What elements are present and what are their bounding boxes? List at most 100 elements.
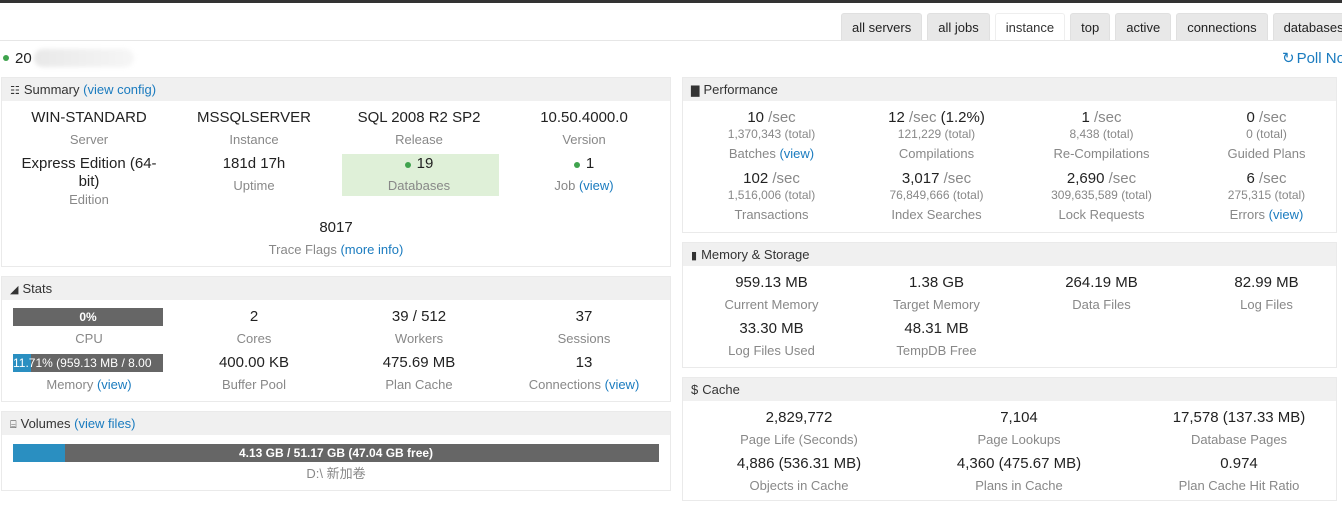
databases-cell[interactable]: 19 Databases (339, 155, 499, 195)
connections-value: 13 (575, 354, 593, 371)
release-label: Release (395, 132, 443, 147)
version-cell: 10.50.4000.0 Version (504, 109, 664, 149)
connections-view-link[interactable]: (view) (604, 377, 640, 392)
trace-flags-more-link[interactable]: (more info) (340, 242, 404, 257)
stats-icon: ◢ (10, 284, 19, 296)
stats-header: ◢ Stats (2, 277, 670, 300)
edition-label: Edition (69, 192, 109, 207)
nav-tabs: all servers all jobs instance top active… (841, 13, 1342, 41)
batches-view-link[interactable]: (view) (779, 146, 815, 161)
tab-divider (0, 40, 1342, 41)
stats-panel: ◢ Stats 0% CPU 2 Cores 39 / 512 Workers 3… (1, 276, 671, 402)
tab-databases[interactable]: databases (1272, 13, 1342, 40)
server-label: Server (69, 132, 109, 147)
uptime-cell: 181d 17h Uptime (174, 155, 334, 195)
buffer-pool-label: Buffer Pool (221, 377, 287, 392)
cores-value: 2 (249, 308, 259, 325)
errors-cell: 6 /sec 275,315 (total) Errors (view) (1184, 170, 1342, 224)
batches-label: Batches (728, 146, 776, 161)
volume-bar[interactable]: 4.13 GB / 51.17 GB (47.04 GB free) (13, 444, 659, 462)
recompilations-label: Re-Compilations (1053, 146, 1150, 161)
data-files-cell: 264.19 MB Data Files (1019, 274, 1184, 314)
cpu-bar[interactable]: 0% (13, 308, 163, 326)
tab-all-servers[interactable]: all servers (841, 13, 923, 40)
transactions-rate: 102 (743, 170, 769, 187)
target-memory-label: Target Memory (893, 297, 980, 312)
view-files-link[interactable]: (view files) (74, 416, 136, 431)
summary-title: Summary (23, 82, 80, 97)
database-pages-label: Database Pages (1190, 432, 1288, 447)
recompilations-cell: 1 /sec 8,438 (total) Re-Compilations (1019, 109, 1184, 163)
cache-title: Cache (702, 382, 740, 397)
sessions-label: Sessions (557, 331, 611, 346)
version-label: Version (562, 132, 606, 147)
top-border (0, 0, 1342, 3)
tempdb-free-cell: 48.31 MB TempDB Free (854, 320, 1019, 360)
memory-bar[interactable]: 11.71% (959.13 MB / 8.00 (13, 354, 163, 372)
memory-storage-title: Memory & Storage (701, 247, 810, 262)
guided-unit: /sec (1259, 109, 1287, 126)
tab-top[interactable]: top (1070, 13, 1111, 40)
compilations-total: 121,229 (total) (897, 127, 976, 141)
index-searches-cell: 3,017 /sec 76,849,666 (total) Index Sear… (854, 170, 1019, 224)
volumes-panel: ⌸ Volumes (view files) 4.13 GB / 51.17 GB… (1, 411, 671, 491)
instance-label: Instance (229, 132, 279, 147)
tab-instance[interactable]: instance (994, 13, 1066, 40)
poll-now-link[interactable]: ↻ Poll No (1282, 49, 1342, 67)
batches-unit: /sec (768, 109, 796, 126)
release-cell: SQL 2008 R2 SP2 Release (339, 109, 499, 149)
log-files-used-label: Log Files Used (728, 343, 815, 358)
databases-highlight (342, 154, 499, 196)
view-config-link[interactable]: (view config) (83, 82, 157, 97)
edition-value-line2: bit) (78, 173, 100, 190)
job-view-link[interactable]: (view) (578, 178, 614, 193)
log-files-used-value: 33.30 MB (739, 320, 804, 337)
target-memory-cell: 1.38 GB Target Memory (854, 274, 1019, 314)
trace-flags-value: 8017 (319, 219, 353, 236)
volume-drive-label: D:\ 新加卷 (306, 466, 366, 481)
page-lookups-value: 7,104 (1000, 409, 1038, 426)
memory-view-link[interactable]: (view) (96, 377, 132, 392)
version-value[interactable]: 10.50.4000.0 (540, 109, 628, 126)
hit-ratio-cell: 0.974 Plan Cache Hit Ratio (1129, 455, 1342, 495)
compilations-unit: /sec (908, 109, 937, 126)
uptime-value: 181d 17h (222, 155, 286, 172)
cache-header: $ Cache (683, 378, 1336, 401)
lock-requests-cell: 2,690 /sec 309,635,589 (total) Lock Requ… (1019, 170, 1184, 224)
current-memory-label: Current Memory (724, 297, 819, 312)
trace-flags-label: Trace Flags (268, 242, 337, 257)
batches-rate: 10 (747, 109, 764, 126)
tab-connections[interactable]: connections (1176, 13, 1268, 40)
edition-cell: Express Edition (64- bit) Edition (9, 155, 169, 209)
databases-label: Databases (387, 178, 451, 193)
uptime-label: Uptime (233, 178, 275, 193)
tab-all-jobs[interactable]: all jobs (927, 13, 990, 40)
compilations-extra: (1.2%) (940, 109, 985, 126)
job-value: 1 (585, 155, 595, 172)
databases-status-icon (404, 162, 411, 168)
guided-rate: 0 (1246, 109, 1255, 126)
plan-cache-cell: 475.69 MB Plan Cache (339, 354, 499, 394)
trace-flags-cell: 8017 Trace Flags (more info) (236, 219, 436, 259)
cpu-label: CPU (75, 331, 103, 346)
objects-value: 4,886 (536.31 MB) (736, 455, 862, 472)
volume-bar-text: 4.13 GB / 51.17 GB (47.04 GB free) (238, 446, 434, 460)
plan-cache-value: 475.69 MB (382, 354, 456, 371)
cpu-bar-text: 0% (79, 310, 97, 324)
workers-cell: 39 / 512 Workers (339, 308, 499, 348)
errors-view-link[interactable]: (view) (1268, 207, 1304, 222)
database-pages-value: 17,578 (137.33 MB) (1172, 409, 1306, 426)
connections-cell: 13 Connections (view) (504, 354, 664, 394)
memory-bar-text: 11.71% (959.13 MB / 8.00 (13, 356, 152, 370)
poll-label: Poll No (1296, 50, 1342, 67)
tempdb-free-label: TempDB Free (896, 343, 977, 358)
plans-label: Plans in Cache (975, 478, 1063, 493)
current-memory-value: 959.13 MB (735, 274, 808, 291)
edition-value-line1: Express Edition (64- (21, 155, 157, 172)
volumes-header: ⌸ Volumes (view files) (2, 412, 670, 435)
recompilations-unit: /sec (1094, 109, 1122, 126)
data-files-label: Data Files (1072, 297, 1131, 312)
memory-storage-header: ▮ Memory & Storage (683, 243, 1336, 266)
page-life-cell: 2,829,772 Page Life (Seconds) (689, 409, 909, 449)
tab-active[interactable]: active (1115, 13, 1172, 40)
